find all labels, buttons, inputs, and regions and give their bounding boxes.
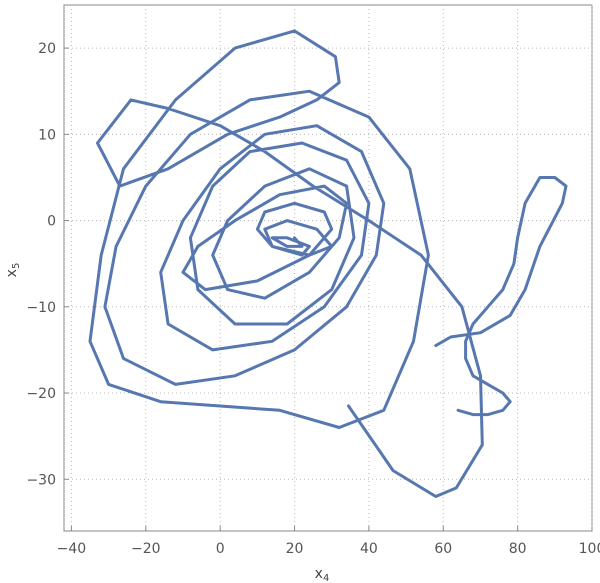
y-tick-label: −10 (26, 300, 56, 316)
x-tick-label: −40 (57, 541, 87, 557)
y-tick-label: 20 (38, 41, 56, 57)
y-axis-label: x5 (4, 263, 22, 278)
axis-labels: x4 x5 (4, 263, 329, 583)
x-tick-label: 20 (286, 541, 304, 557)
y-tick-label: −20 (26, 386, 56, 402)
x-tick-label: 0 (216, 541, 225, 557)
ticks: −40 −20 0 20 40 60 80 100 −30 −20 −10 0 10 20 (26, 41, 600, 557)
y-tick-label: 0 (47, 214, 56, 230)
y-tick-label: −30 (26, 472, 56, 488)
x-tick-label: 80 (509, 541, 527, 557)
x-tick-label: 100 (579, 541, 600, 557)
series-line (434, 176, 568, 417)
x-tick-label: 60 (434, 541, 452, 557)
x-tick-label: 40 (360, 541, 378, 557)
series-layer (88, 29, 568, 498)
x-axis-label: x4 (315, 566, 330, 583)
x-tick-label: −20 (131, 541, 161, 557)
series-line (88, 29, 484, 498)
y-tick-label: 10 (38, 127, 56, 143)
